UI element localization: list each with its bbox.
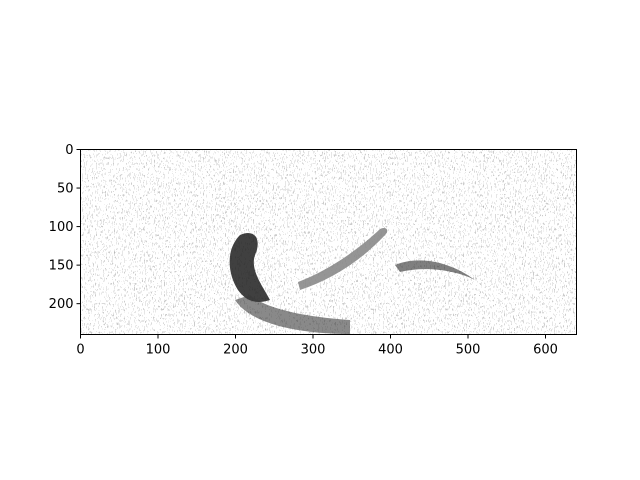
x-tick-label: 200 — [223, 343, 248, 358]
x-tick-label: 300 — [301, 343, 326, 358]
x-tick-label: 600 — [533, 343, 558, 358]
y-tick-label: 0 — [65, 143, 73, 158]
plot-frame — [80, 149, 577, 335]
x-tick-label: 100 — [146, 343, 171, 358]
x-axis: 0 100 200 300 400 500 600 — [76, 334, 558, 358]
y-axis: 0 50 100 150 200 — [49, 143, 81, 312]
y-tick-label: 150 — [49, 259, 74, 274]
lower-region — [235, 295, 350, 334]
heatmap-image — [80, 149, 577, 335]
right-swirl — [395, 260, 475, 280]
dark-region — [229, 232, 270, 302]
y-tick-label: 200 — [49, 297, 74, 312]
y-tick-label: 50 — [57, 182, 74, 197]
x-tick-label: 400 — [378, 343, 403, 358]
y-tick-label: 100 — [49, 220, 74, 235]
x-tick-label: 0 — [76, 343, 84, 358]
mid-region — [298, 227, 388, 290]
x-tick-label: 500 — [456, 343, 481, 358]
